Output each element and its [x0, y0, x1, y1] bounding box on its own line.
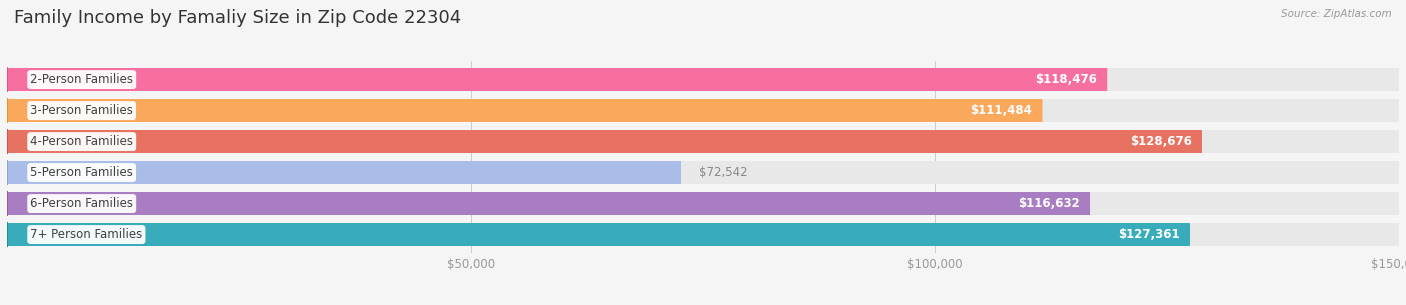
Text: 5-Person Families: 5-Person Families [31, 166, 134, 179]
Text: $128,676: $128,676 [1130, 135, 1192, 148]
Text: 2-Person Families: 2-Person Families [31, 73, 134, 86]
Text: 3-Person Families: 3-Person Families [31, 104, 134, 117]
Bar [7, 131, 1399, 153]
Bar [7, 192, 1090, 215]
Bar [7, 99, 1399, 122]
Bar [7, 68, 1107, 91]
Bar [7, 223, 1399, 246]
Text: 7+ Person Families: 7+ Person Families [31, 228, 142, 241]
Bar [7, 192, 1399, 215]
Text: 4-Person Families: 4-Person Families [31, 135, 134, 148]
Bar [7, 161, 1399, 184]
Bar [7, 161, 681, 184]
Bar [7, 99, 1042, 122]
Text: $127,361: $127,361 [1118, 228, 1180, 241]
Text: $118,476: $118,476 [1035, 73, 1097, 86]
Text: $72,542: $72,542 [699, 166, 748, 179]
Text: Source: ZipAtlas.com: Source: ZipAtlas.com [1281, 9, 1392, 19]
Text: $111,484: $111,484 [970, 104, 1032, 117]
Bar [7, 223, 1189, 246]
Text: Family Income by Famaliy Size in Zip Code 22304: Family Income by Famaliy Size in Zip Cod… [14, 9, 461, 27]
Bar [7, 68, 1399, 91]
Bar [7, 131, 1201, 153]
Text: 6-Person Families: 6-Person Families [31, 197, 134, 210]
Text: $116,632: $116,632 [1018, 197, 1080, 210]
